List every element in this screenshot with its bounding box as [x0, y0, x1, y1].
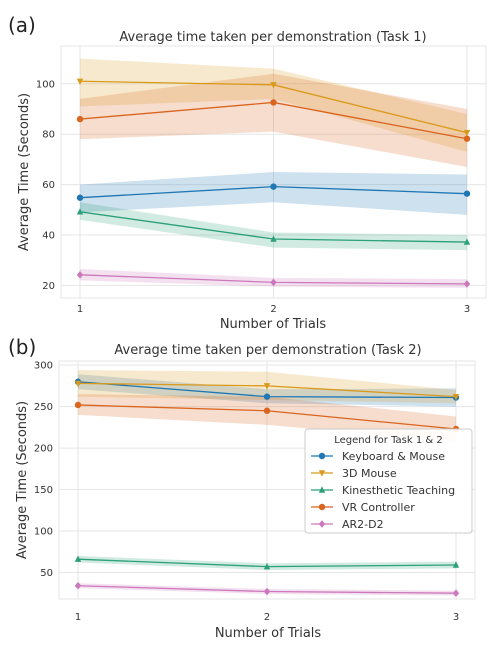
series-band	[78, 374, 456, 407]
y-tick-label: 80	[42, 130, 55, 141]
y-axis-label: Average Time (Seconds)	[15, 401, 30, 559]
chart-title: Average time taken per demonstration (Ta…	[119, 30, 426, 45]
data-point	[270, 82, 277, 89]
series-band	[80, 73, 467, 167]
y-tick-label: 150	[34, 485, 53, 496]
y-tick-label: 250	[34, 402, 53, 413]
data-point	[270, 235, 277, 242]
legend-label: VR Controller	[342, 501, 415, 514]
data-point	[76, 78, 84, 85]
x-tick-label: 2	[270, 304, 276, 315]
legend-box	[304, 428, 473, 534]
x-tick-label: 1	[77, 304, 83, 315]
chart-panel-1: (a) Average time taken per demonstration …	[8, 13, 487, 332]
data-point	[76, 271, 84, 279]
data-point	[463, 135, 471, 142]
series-band	[80, 58, 467, 152]
data-point	[76, 208, 84, 215]
data-point	[270, 278, 277, 287]
data-point	[270, 99, 277, 106]
x-tick-label: 1	[75, 612, 81, 623]
x-axis-label: Number of Trials	[220, 317, 327, 332]
data-point	[76, 194, 84, 201]
data-point	[463, 280, 471, 288]
legend-marker	[318, 503, 326, 511]
legend-marker	[318, 452, 326, 460]
data-point	[74, 401, 82, 409]
y-tick-label: 100	[36, 79, 55, 90]
legend-label: AR2-D2	[342, 518, 384, 531]
x-axis-label: Number of Trials	[215, 626, 322, 641]
data-point	[263, 393, 271, 400]
y-axis-label: Average Time (Seconds)	[17, 93, 32, 251]
series-band	[80, 202, 467, 251]
legend-title: Legend for Task 1 & 2	[334, 435, 442, 446]
x-tick-label: 2	[264, 612, 270, 623]
data-point	[263, 383, 271, 390]
data-point	[452, 393, 460, 401]
data-point	[74, 380, 82, 388]
y-tick-label: 50	[40, 568, 53, 579]
legend: Legend for Task 1 & 2 Keyboard & Mouse 3D …	[304, 428, 473, 534]
y-tick-label: 100	[34, 527, 53, 538]
data-point	[452, 589, 460, 597]
chart-title: Average time taken per demonstration (Ta…	[114, 343, 421, 358]
legend-label: 3D Mouse	[342, 467, 397, 480]
y-tick-label: 60	[42, 180, 55, 191]
data-point	[76, 115, 84, 123]
y-tick-label: 20	[42, 281, 55, 292]
data-point	[463, 129, 471, 137]
data-point	[270, 183, 277, 190]
x-tick-label: 3	[453, 612, 459, 623]
data-point	[74, 581, 82, 590]
y-tick-label: 300	[34, 361, 53, 372]
legend-label: Keyboard & Mouse	[342, 450, 445, 463]
y-tick-label: 40	[42, 231, 55, 242]
data-point	[263, 407, 271, 414]
data-point	[263, 562, 271, 570]
data-point	[74, 555, 82, 562]
data-point	[263, 587, 271, 596]
y-tick-label: 200	[34, 444, 53, 455]
panel-letter: (a)	[8, 13, 36, 37]
legend-marker	[318, 486, 326, 493]
data-point	[463, 190, 471, 197]
x-tick-label: 3	[464, 304, 470, 315]
chart-panel-2: (b) Average time taken per demonstration …	[8, 335, 476, 641]
legend-label: Kinesthetic Teaching	[342, 484, 455, 497]
data-point	[452, 561, 460, 568]
legend-marker	[318, 470, 326, 477]
data-point	[463, 238, 471, 245]
legend-marker	[318, 520, 326, 528]
panel-letter: (b)	[8, 335, 36, 359]
series-band	[80, 172, 467, 215]
